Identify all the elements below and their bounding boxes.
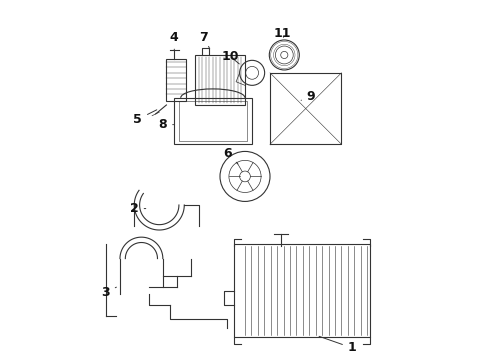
Text: 8: 8 bbox=[159, 118, 173, 131]
Text: 7: 7 bbox=[199, 31, 209, 48]
Bar bbox=[173, 98, 252, 144]
Text: 1: 1 bbox=[319, 336, 357, 354]
Text: 4: 4 bbox=[170, 31, 179, 50]
Bar bbox=[195, 55, 245, 105]
Text: 3: 3 bbox=[101, 286, 117, 299]
Bar bbox=[179, 102, 247, 141]
Text: 5: 5 bbox=[133, 110, 157, 126]
Text: 10: 10 bbox=[222, 50, 240, 64]
Bar bbox=[234, 244, 370, 337]
Text: 11: 11 bbox=[274, 27, 291, 40]
Text: 6: 6 bbox=[223, 147, 238, 164]
Text: 2: 2 bbox=[130, 202, 146, 215]
Text: 9: 9 bbox=[301, 90, 316, 103]
Bar bbox=[167, 59, 186, 102]
